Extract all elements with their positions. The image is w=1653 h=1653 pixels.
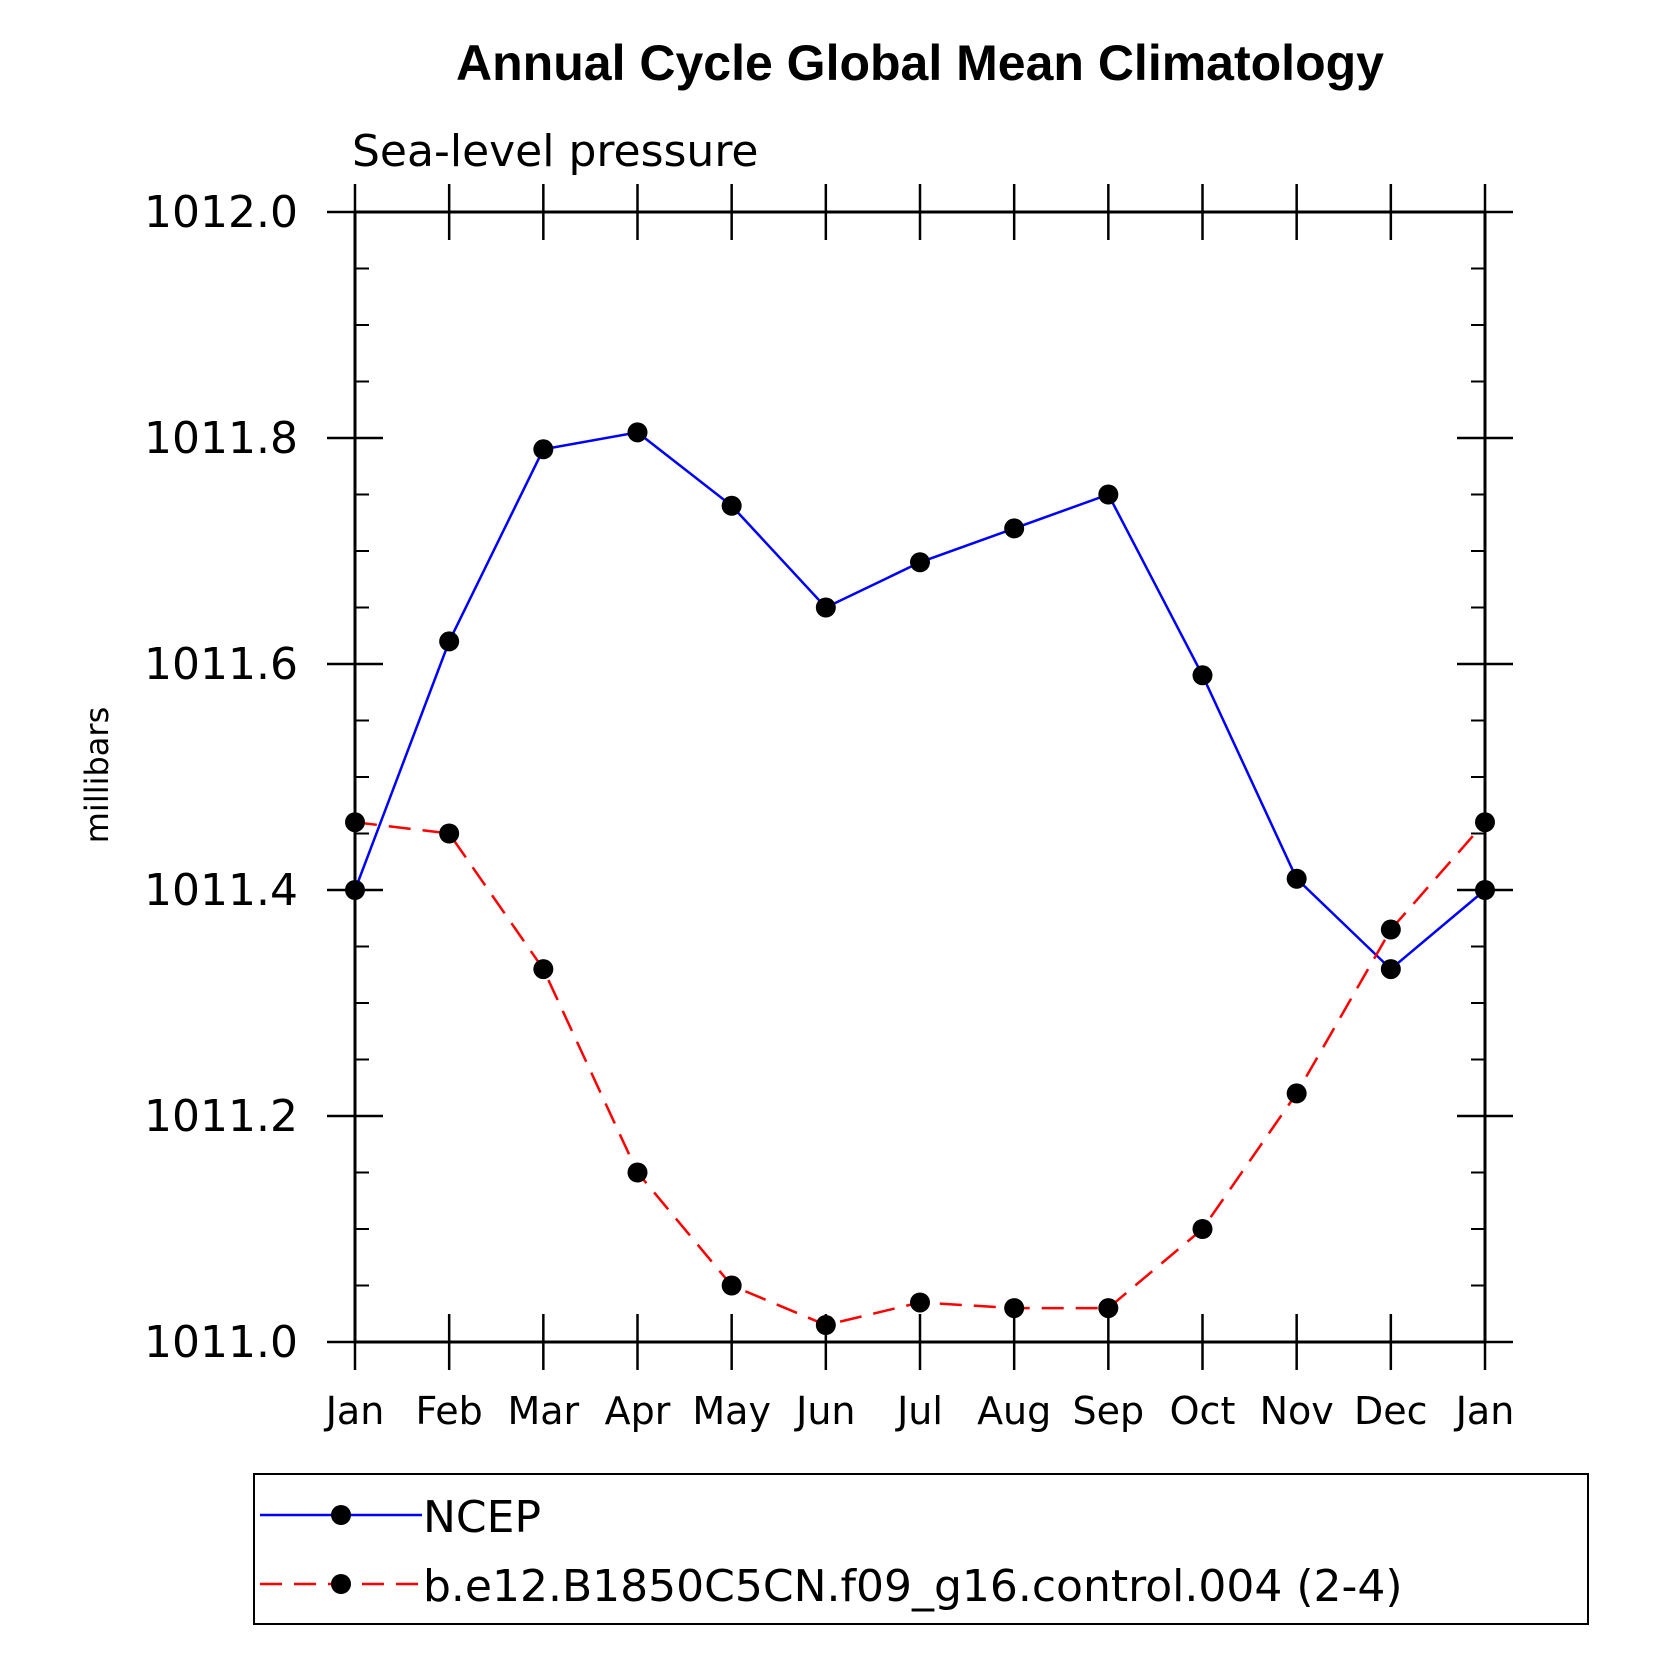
series-0-point <box>1380 959 1401 980</box>
chart-title: Annual Cycle Global Mean Climatology <box>456 35 1384 91</box>
series-layer <box>345 422 1495 1336</box>
chart-subtitle: Sea-level pressure <box>352 126 759 177</box>
series-0-point <box>1004 518 1025 539</box>
series-0-point <box>439 631 460 652</box>
tick-labels: Jan Feb Mar Apr May Jun Jul Aug Sep Oct Nov Dec Jan 1… <box>144 187 1514 1433</box>
legend-marker-control <box>331 1574 351 1594</box>
x-tick-label: Nov <box>1260 1389 1334 1433</box>
series-1-point <box>533 959 554 980</box>
x-tick-label: Sep <box>1073 1389 1145 1433</box>
series-0-point <box>533 439 554 460</box>
series-0-point <box>910 552 930 573</box>
axis-ticks <box>327 184 1513 1370</box>
series-1-point <box>1098 1298 1119 1319</box>
series-1-point <box>721 1275 742 1296</box>
x-tick-label: Feb <box>416 1389 483 1433</box>
legend-label-control: b.e12.B1850C5CN.f09_g16.control.004 (2-4… <box>423 1561 1403 1612</box>
x-tick-label: Aug <box>977 1389 1051 1433</box>
y-tick-label: 1011.4 <box>144 865 298 916</box>
x-tick-label: Dec <box>1354 1389 1428 1433</box>
legend-label-ncep: NCEP <box>423 1492 541 1543</box>
series-1-point <box>1004 1298 1025 1319</box>
series-0-point <box>627 422 648 443</box>
series-line-0 <box>353 431 1486 971</box>
x-tick-label: May <box>692 1389 771 1433</box>
y-tick-label: 1011.6 <box>144 639 298 690</box>
series-1-point <box>910 1292 930 1313</box>
series-1-point <box>815 1315 836 1336</box>
series-1-point <box>627 1162 648 1183</box>
legend: NCEP b.e12.B1850C5CN.f09_g16.control.004… <box>253 1473 1589 1625</box>
series-0-point <box>1098 484 1119 505</box>
y-tick-label: 1011.2 <box>144 1091 298 1142</box>
series-0-point <box>721 495 742 516</box>
y-axis-label: millibars <box>78 707 116 843</box>
series-1-point <box>1286 1083 1307 1104</box>
y-tick-label: 1012.0 <box>144 187 298 238</box>
plot-frame <box>353 210 1487 1344</box>
x-tick-label: Jun <box>794 1389 855 1433</box>
series-1-point <box>439 823 460 844</box>
x-tick-label: Oct <box>1170 1389 1236 1433</box>
legend-box <box>253 1473 1589 1625</box>
x-tick-label: Jan <box>324 1389 385 1433</box>
series-1-point <box>1380 919 1401 940</box>
legend-marker-ncep <box>331 1505 351 1525</box>
x-tick-label: Jul <box>895 1389 943 1433</box>
y-tick-label: 1011.8 <box>144 413 298 464</box>
series-0-point <box>815 597 836 618</box>
x-tick-label: Mar <box>507 1389 579 1433</box>
legend-entry-ncep: NCEP <box>260 1492 541 1543</box>
series-0-point <box>1192 665 1213 686</box>
legend-entry-control: b.e12.B1850C5CN.f09_g16.control.004 (2-4… <box>260 1561 1403 1612</box>
series-0-point <box>1286 868 1307 889</box>
x-tick-label: Jan <box>1454 1389 1515 1433</box>
x-tick-label: Apr <box>605 1389 671 1433</box>
series-1-point <box>1192 1219 1213 1239</box>
y-tick-label: 1011.0 <box>144 1317 298 1368</box>
